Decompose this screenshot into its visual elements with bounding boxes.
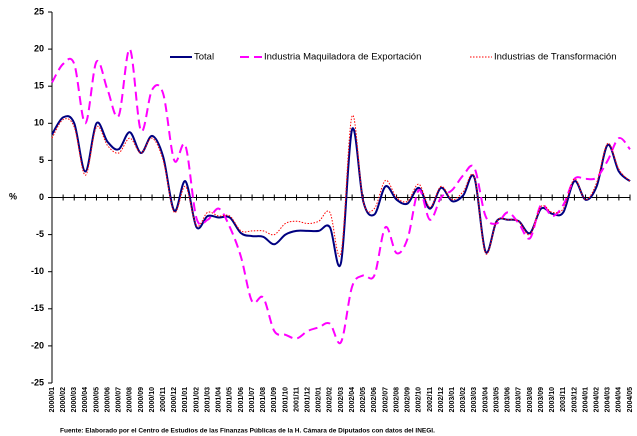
x-tick-label: 2000/05 [93,387,100,412]
x-tick-label: 2001/03 [204,387,211,412]
x-tick-label: 2003/12 [571,387,578,412]
x-tick-label: 2003/07 [516,387,523,412]
legend-label: Industrias de Transformación [494,52,617,63]
x-tick-label: 2002/10 [416,387,423,412]
x-tick-label: 2002/03 [338,387,345,412]
x-tick-label: 2000/08 [127,387,134,412]
x-tick-label: 2002/11 [427,387,434,412]
y-tick-label: 25 [34,6,44,16]
x-tick-label: 2003/10 [549,387,556,412]
x-tick-label: 2002/01 [316,387,323,412]
x-tick-label: 2001/02 [193,387,200,412]
x-tick-label: 2000/09 [138,387,145,412]
x-tick-label: 2001/10 [282,387,289,412]
x-tick-label: 2001/06 [238,387,245,412]
x-tick-label: 2004/02 [593,387,600,412]
x-tick-label: 2000/04 [82,387,89,412]
x-tick-label: 2001/07 [249,387,256,412]
x-tick-label: 2003/06 [505,387,512,412]
y-tick-label: -25 [31,377,44,387]
x-tick-label: 2001/05 [227,387,234,412]
y-tick-label: 5 [39,155,44,165]
x-tick-label: 2004/05 [627,387,634,412]
x-tick-label: 2002/06 [371,387,378,412]
y-tick-label: 0 [39,192,44,202]
x-tick-label: 2002/12 [438,387,445,412]
y-tick-label: 10 [34,118,44,128]
x-tick-label: 2001/09 [271,387,278,412]
x-tick-label: 2001/01 [182,387,189,412]
y-tick-label: -20 [31,340,44,350]
x-tick-label: 2001/12 [304,387,311,412]
x-tick-label: 2003/04 [482,387,489,412]
x-tick-label: 2004/03 [605,387,612,412]
y-tick-label: -10 [31,266,44,276]
x-tick-label: 2002/05 [360,387,367,412]
x-tick-label: 2002/02 [327,387,334,412]
y-axis-label: % [9,191,17,201]
x-tick-label: 2003/03 [471,387,478,412]
x-tick-label: 2002/04 [349,387,356,412]
x-tick-label: 2003/09 [538,387,545,412]
series-line [51,48,631,345]
x-tick-label: 2004/01 [582,387,589,412]
x-tick-label: 2002/09 [405,387,412,412]
series-line [51,115,631,268]
x-tick-label: 2000/11 [160,387,167,412]
x-tick-label: 2000/03 [71,387,78,412]
x-tick-label: 2003/02 [460,387,467,412]
legend-label: Total [194,52,214,63]
x-tick-label: 2003/08 [527,387,534,412]
x-tick-label: 2001/08 [260,387,267,412]
x-tick-label: 2003/01 [449,387,456,412]
x-tick-label: 2000/06 [104,387,111,412]
legend-label: Industria Maquiladora de Exportación [264,52,421,63]
y-tick-label: -5 [36,229,44,239]
x-tick-label: 2000/01 [49,387,56,412]
x-tick-label: 2002/07 [382,387,389,412]
x-tick-label: 2003/05 [493,387,500,412]
x-tick-label: 2001/04 [216,387,223,412]
x-tick-label: 2000/02 [60,387,67,412]
y-tick-label: 15 [34,81,44,91]
x-tick-label: 2000/10 [149,387,156,412]
y-tick-label: 20 [34,43,44,53]
x-tick-label: 2001/11 [293,387,300,412]
x-tick-label: 2004/04 [616,387,623,412]
y-tick-label: -15 [31,303,44,313]
series-line [51,115,631,257]
x-tick-label: 2000/07 [116,387,123,412]
source-note: Fuente: Elaborado por el Centro de Estud… [60,428,435,435]
x-tick-label: 2003/11 [560,387,567,412]
x-tick-label: 2000/12 [171,387,178,412]
x-tick-label: 2002/08 [393,387,400,412]
